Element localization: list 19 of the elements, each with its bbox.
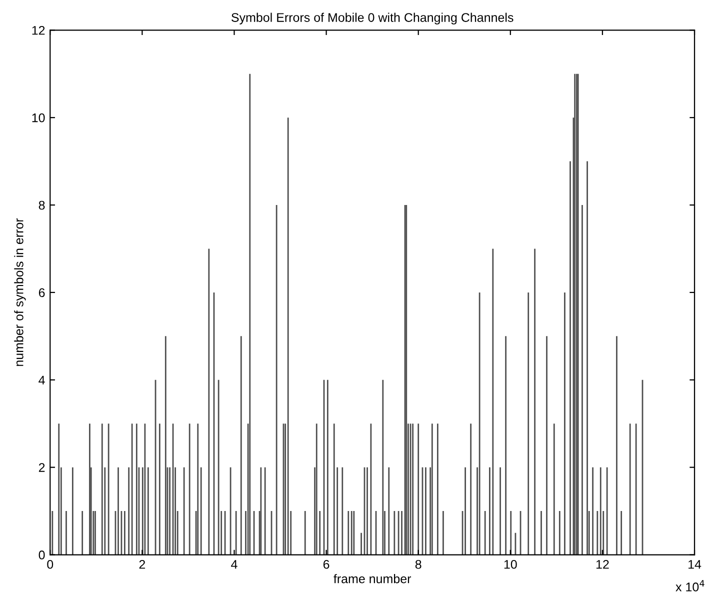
x-tick-label: 6 (323, 560, 330, 569)
chart-title: Symbol Errors of Mobile 0 with Changing Channels (232, 12, 514, 24)
y-tick-label: 12 (32, 26, 45, 35)
x-tick-label: 0 (47, 560, 54, 569)
y-tick-label: 0 (38, 550, 45, 560)
text: x 10$^{4}$ (676, 580, 704, 592)
y-tick-label: 4 (38, 376, 45, 384)
y-tick-label: 10 (32, 113, 45, 122)
y-axis-title: number of symbols in error (14, 218, 26, 366)
x-axis-title: frame number (334, 574, 412, 584)
x-tick-label: 8 (415, 560, 422, 569)
x-tick-label: 12 (596, 560, 609, 569)
x-tick-label: 4 (231, 560, 238, 569)
y-tick-label: 2 (38, 463, 45, 472)
x-tick-label: 10 (504, 560, 517, 569)
y-tick-label: 8 (38, 200, 45, 210)
x-tick-label: 14 (688, 560, 702, 569)
y-tick-label: 6 (38, 288, 45, 298)
x-tick-label: 2 (139, 560, 146, 569)
